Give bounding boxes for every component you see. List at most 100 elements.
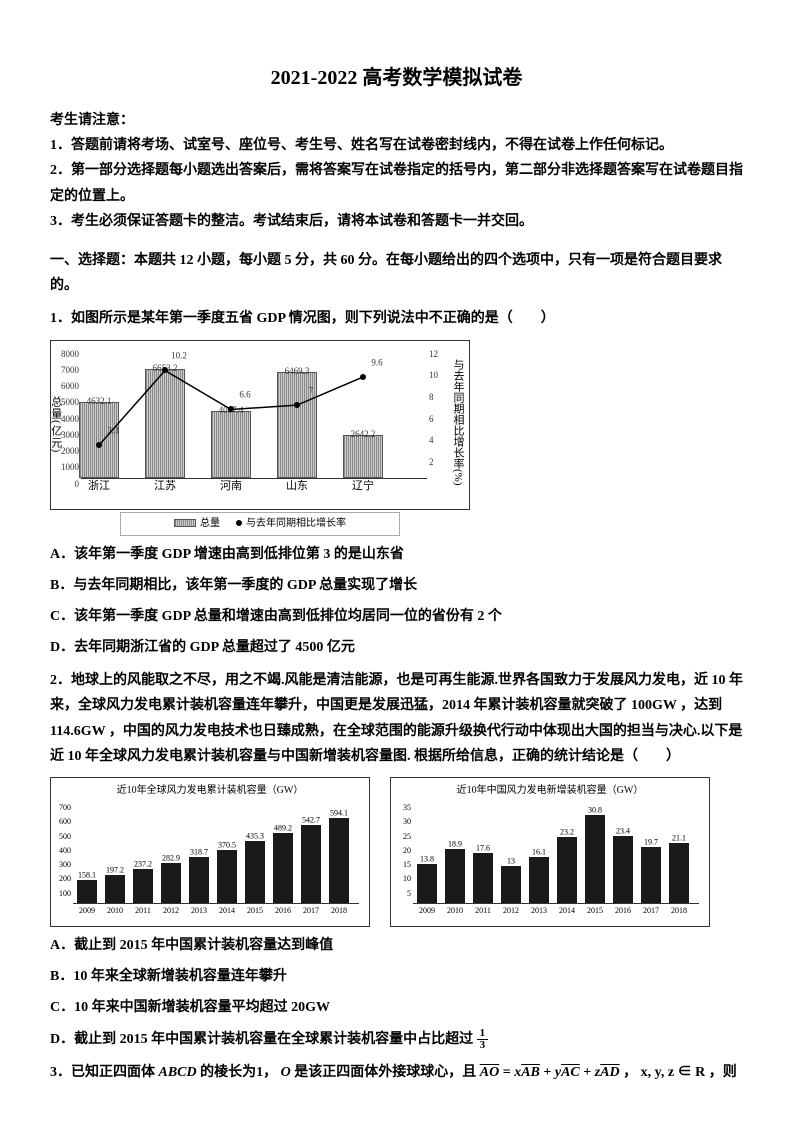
- c2-year: 2012: [499, 904, 523, 918]
- c1-line-label: 7: [309, 382, 314, 398]
- page-title: 2021-2022 高考数学模拟试卷: [50, 60, 743, 96]
- c2-bar-value: 19.7: [639, 835, 663, 849]
- c2-bar: [301, 825, 321, 903]
- c1-line-point: [162, 367, 168, 373]
- c2-year: 2018: [327, 904, 351, 918]
- c2-ytick: 500: [53, 830, 71, 844]
- c2-year: 2011: [131, 904, 155, 918]
- q2-opt-b: B．10 年来全球新增装机容量连年攀升: [50, 964, 743, 989]
- c2-bar: [189, 857, 209, 903]
- c2-bar: [529, 857, 549, 903]
- c2-ytick: 100: [53, 887, 71, 901]
- section-1-head: 一、选择题：本题共 12 小题，每小题 5 分，共 60 分。在每小题给出的四个…: [50, 248, 743, 298]
- c2-year: 2017: [299, 904, 323, 918]
- c2-year: 2015: [243, 904, 267, 918]
- c1-ytick-right: 12: [429, 346, 447, 362]
- notice-block: 考生请注意： 1．答题前请将考场、试室号、座位号、考生号、姓名写在试卷密封线内，…: [50, 108, 743, 234]
- c1-line-label: 6.6: [239, 386, 250, 402]
- c1-line-point: [96, 442, 102, 448]
- c2-bar: [105, 875, 125, 903]
- notice-line-1: 1．答题前请将考场、试室号、座位号、考生号、姓名写在试卷密封线内，不得在试卷上作…: [50, 133, 743, 158]
- c1-line-point: [228, 406, 234, 412]
- c1-category: 浙江: [74, 477, 124, 497]
- c2-bar: [613, 836, 633, 903]
- c2-bar-value: 13.8: [415, 852, 439, 866]
- fraction-one-third: 1 3: [477, 1028, 489, 1051]
- q1-opt-d: D．去年同期浙江省的 GDP 总量超过了 4500 亿元: [50, 635, 743, 660]
- c2-bar: [445, 849, 465, 903]
- q2-opt-d-text: D．截止到 2015 年中国累计装机容量在全球累计装机容量中占比超过: [50, 1032, 473, 1047]
- c2-bar: [77, 880, 97, 903]
- c2-bar: [133, 869, 153, 903]
- c2-bar: [417, 864, 437, 903]
- c2-bar-value: 23.2: [555, 825, 579, 839]
- c2-year: 2010: [103, 904, 127, 918]
- q1-opt-a: A．该年第一季度 GDP 增速由高到低排位第 3 的是山东省: [50, 542, 743, 567]
- c2-year: 2014: [215, 904, 239, 918]
- q1-opt-c: C．该年第一季度 GDP 总量和增速由高到低排位均居同一位的省份有 2 个: [50, 604, 743, 629]
- c1-category: 山东: [272, 477, 322, 497]
- c1-ytick-left: 8000: [51, 346, 79, 362]
- c2-bar-value: 318.7: [187, 846, 211, 860]
- question-1: 1．如图所示是某年第一季度五省 GDP 情况图，则下列说法中不正确的是（ ）: [50, 306, 743, 331]
- q2-options: A．截止到 2015 年中国累计装机容量达到峰值 B．10 年来全球新增装机容量…: [50, 933, 743, 1052]
- c2-ytick: 600: [53, 815, 71, 829]
- c2-bar-value: 594.1: [327, 807, 351, 821]
- c1-category: 江苏: [140, 477, 190, 497]
- c1-ytick-left: 3000: [51, 427, 79, 443]
- c2-bar-value: 16.1: [527, 846, 551, 860]
- c1-bar-label: 6469.3: [272, 363, 322, 379]
- c1-category: 辽宁: [338, 477, 388, 497]
- c2-bar: [245, 841, 265, 903]
- c2-year: 2014: [555, 904, 579, 918]
- c2-year: 2016: [271, 904, 295, 918]
- c2-bar: [557, 837, 577, 903]
- chart-q2-china: 近10年中国风力发电新增装机容量（GW）510152025303513.8200…: [390, 777, 710, 927]
- c2-bar: [217, 850, 237, 903]
- c2-bar-value: 542.7: [299, 814, 323, 828]
- c1-bar: [79, 402, 119, 477]
- c2-ytick: 15: [393, 858, 411, 872]
- notice-head: 考生请注意：: [50, 108, 743, 133]
- c2-bar-value: 18.9: [443, 838, 467, 852]
- c2-ytick: 5: [393, 887, 411, 901]
- c2-bar: [641, 847, 661, 903]
- c2-bar-value: 282.9: [159, 851, 183, 865]
- c2-bar-value: 489.2: [271, 822, 295, 836]
- c1-ytick-right: 10: [429, 367, 447, 383]
- c2-bar: [329, 818, 349, 903]
- c2-ytick: 200: [53, 872, 71, 886]
- c2-bar-value: 30.8: [583, 804, 607, 818]
- chart-q2-global: 近10年全球风力发电累计装机容量（GW）10020030040050060070…: [50, 777, 370, 927]
- c2-bar: [273, 833, 293, 903]
- c1-line-label: 9.6: [371, 354, 382, 370]
- notice-line-3: 3．考生必须保证答题卡的整洁。考试结束后，请将本试卷和答题卡一并交回。: [50, 209, 743, 234]
- c1-bar-label: 4632.1: [74, 393, 124, 409]
- c2-year: 2015: [583, 904, 607, 918]
- c1-category: 河南: [206, 477, 256, 497]
- c2-bar-value: 237.2: [131, 858, 155, 872]
- legend-bar-label: 总量: [200, 518, 220, 529]
- c2-bar: [501, 866, 521, 903]
- c2-bar: [161, 863, 181, 903]
- c2-ytick: 10: [393, 872, 411, 886]
- q1-options: A．该年第一季度 GDP 增速由高到低排位第 3 的是山东省 B．与去年同期相比…: [50, 542, 743, 661]
- c2-bar-value: 158.1: [75, 869, 99, 883]
- c1-ytick-left: 7000: [51, 362, 79, 378]
- question-2: 2．地球上的风能取之不尽，用之不竭.风能是清洁能源，也是可再生能源.世界各国致力…: [50, 668, 743, 769]
- c2-ytick: 25: [393, 830, 411, 844]
- chart-q2-row: 近10年全球风力发电累计装机容量（GW）10020030040050060070…: [50, 777, 743, 927]
- c2-year: 2018: [667, 904, 691, 918]
- chart-q1: 总量(亿元)与去年同期相比增长率(%)010002000300040005000…: [50, 340, 470, 536]
- q1-opt-b: B．与去年同期相比，该年第一季度的 GDP 总量实现了增长: [50, 573, 743, 598]
- c2-bar: [585, 815, 605, 903]
- c2-year: 2009: [415, 904, 439, 918]
- c2-ytick: 20: [393, 844, 411, 858]
- c2-bar-value: 21.1: [667, 831, 691, 845]
- question-3: 3．已知正四面体 ABCD 的棱长为1， O 是该正四面体外接球球心，且 AO …: [50, 1060, 743, 1085]
- c1-ytick-right: 4: [429, 432, 447, 448]
- c1-line-label: 10.2: [171, 347, 187, 363]
- c2-year: 2017: [639, 904, 663, 918]
- c2-ytick: 35: [393, 801, 411, 815]
- c1-bar: [145, 369, 185, 477]
